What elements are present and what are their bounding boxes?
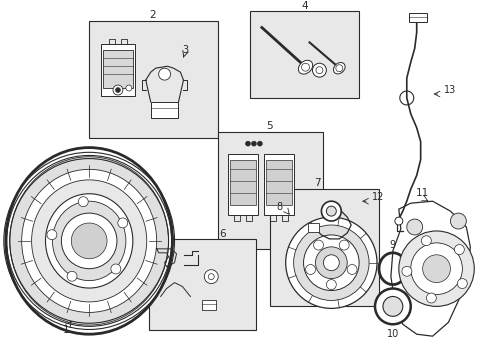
Bar <box>148 239 255 330</box>
Ellipse shape <box>298 60 312 74</box>
Circle shape <box>67 271 77 281</box>
Circle shape <box>394 217 402 225</box>
Polygon shape <box>390 201 469 336</box>
Circle shape <box>406 219 422 235</box>
Ellipse shape <box>32 180 146 302</box>
Circle shape <box>125 85 132 91</box>
Circle shape <box>456 279 467 288</box>
Bar <box>408 13 426 22</box>
Circle shape <box>115 87 120 93</box>
Bar <box>265 159 291 205</box>
Ellipse shape <box>45 194 133 288</box>
Text: 1: 1 <box>63 325 69 335</box>
Circle shape <box>453 244 464 255</box>
Bar <box>228 154 257 215</box>
Ellipse shape <box>6 148 172 334</box>
Circle shape <box>47 230 57 240</box>
Bar <box>269 189 378 306</box>
Text: 4: 4 <box>301 1 307 11</box>
Circle shape <box>335 65 342 72</box>
Text: 2: 2 <box>149 10 156 19</box>
Circle shape <box>401 266 411 276</box>
Circle shape <box>449 213 466 229</box>
Bar <box>150 102 178 118</box>
Circle shape <box>158 68 170 80</box>
Circle shape <box>323 255 339 271</box>
Bar <box>230 159 255 205</box>
Circle shape <box>382 297 402 316</box>
Circle shape <box>204 270 218 284</box>
Bar <box>89 21 218 138</box>
Circle shape <box>325 206 336 216</box>
Text: 12: 12 <box>371 192 384 202</box>
Text: 10: 10 <box>386 329 398 339</box>
Circle shape <box>78 197 88 207</box>
Circle shape <box>301 63 309 71</box>
Circle shape <box>111 264 121 274</box>
Circle shape <box>245 141 250 146</box>
Circle shape <box>118 218 127 228</box>
Text: 13: 13 <box>443 85 455 95</box>
Bar <box>218 132 323 249</box>
Text: 6: 6 <box>219 229 225 239</box>
Bar <box>264 154 293 215</box>
Circle shape <box>325 280 336 289</box>
Ellipse shape <box>10 157 168 325</box>
Text: 5: 5 <box>266 121 273 131</box>
Circle shape <box>315 247 346 279</box>
Circle shape <box>293 225 368 301</box>
Circle shape <box>315 67 322 74</box>
Bar <box>249 11 358 98</box>
Circle shape <box>303 235 358 291</box>
Ellipse shape <box>333 63 345 74</box>
Text: 11: 11 <box>415 188 428 198</box>
Circle shape <box>398 231 473 306</box>
Text: 9: 9 <box>389 240 395 250</box>
Circle shape <box>312 63 325 77</box>
Bar <box>307 223 319 232</box>
Circle shape <box>374 288 410 324</box>
Text: 7: 7 <box>313 178 320 188</box>
Circle shape <box>321 201 341 221</box>
Circle shape <box>305 265 315 274</box>
Text: 8: 8 <box>276 202 282 212</box>
Circle shape <box>346 265 356 274</box>
Circle shape <box>71 223 107 259</box>
Bar <box>103 50 133 88</box>
Circle shape <box>257 141 262 146</box>
Circle shape <box>208 274 214 280</box>
Text: 3: 3 <box>182 45 188 55</box>
Bar <box>202 301 216 310</box>
Bar <box>101 44 135 96</box>
Circle shape <box>285 217 376 309</box>
Circle shape <box>113 85 122 95</box>
Circle shape <box>251 141 256 146</box>
Circle shape <box>426 293 435 303</box>
Circle shape <box>313 240 323 250</box>
Ellipse shape <box>21 169 156 312</box>
Ellipse shape <box>52 201 125 280</box>
Circle shape <box>422 255 449 283</box>
Circle shape <box>421 236 430 246</box>
Circle shape <box>410 243 462 294</box>
Circle shape <box>339 240 348 250</box>
Circle shape <box>61 213 117 269</box>
